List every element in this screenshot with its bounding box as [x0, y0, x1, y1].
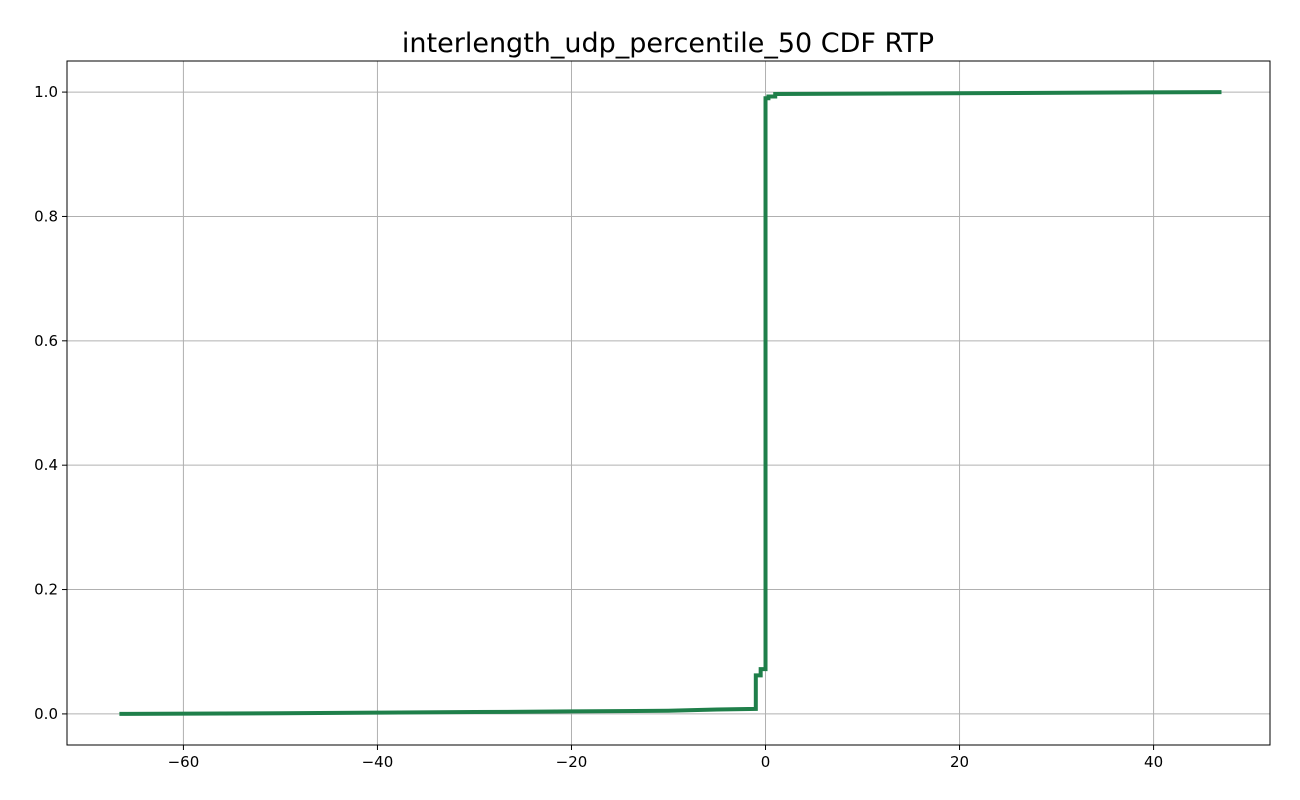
- x-tick-label: −20: [556, 753, 588, 771]
- series-layer: [119, 90, 1222, 716]
- cdf-series-line: [119, 90, 1222, 716]
- grid-layer: [67, 61, 1270, 745]
- y-tick-label: 0.4: [34, 456, 58, 474]
- y-tick-label: 0.6: [34, 332, 58, 350]
- y-tick-label: 0.0: [34, 705, 58, 723]
- y-tick-label: 0.8: [34, 207, 58, 225]
- plot-frame: [66, 60, 1271, 746]
- x-tick-label: 40: [1144, 753, 1163, 771]
- chart-title: interlength_udp_percentile_50 CDF RTP: [402, 28, 934, 59]
- tick-layer: −60 −40 −20 0 20 40 0.0 0.2 0.4 0.6 0.8 1.0: [34, 83, 1163, 771]
- x-tick-label: −40: [362, 753, 394, 771]
- x-tick-label: −60: [168, 753, 200, 771]
- y-tick-label: 1.0: [34, 83, 58, 101]
- x-tick-label: 20: [950, 753, 969, 771]
- x-tick-label: 0: [761, 753, 771, 771]
- y-tick-label: 0.2: [34, 581, 58, 599]
